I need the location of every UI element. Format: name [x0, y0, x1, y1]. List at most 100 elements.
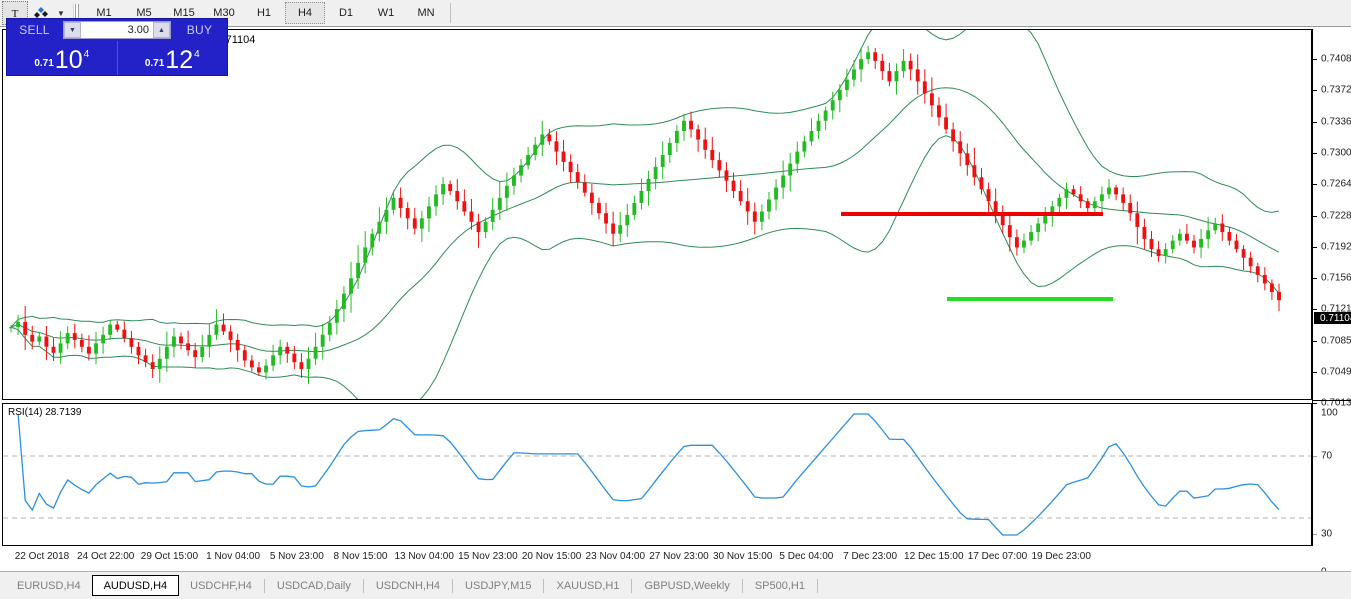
price-chart-pane[interactable]: AUDUSD,H4 0.71137 0.71162 0.70863 0.7110…	[2, 29, 1312, 400]
candle-series	[9, 45, 1281, 385]
rsi-axis-label: 70	[1321, 450, 1333, 462]
candle-body	[689, 120, 693, 130]
chart-tab-usdchf[interactable]: USDCHF,H4	[190, 579, 252, 592]
chart-tab-usdcad[interactable]: USDCAD,Daily	[276, 579, 351, 592]
candle-body	[271, 355, 276, 366]
candle-body	[94, 343, 98, 354]
time-axis-label: 17 Dec 07:00	[967, 551, 1028, 562]
tab-separator	[452, 578, 454, 593]
candle-body	[795, 151, 800, 164]
candle-body	[221, 324, 226, 332]
one-click-trading-panel[interactable]: SELL ▼ 3.00 ▲ BUY 0.71 10 4 0.71 12 4	[6, 18, 228, 76]
candle-body	[86, 346, 91, 354]
candle-body	[108, 324, 113, 335]
candle-body	[908, 60, 913, 70]
timeframe-m30[interactable]: M30	[213, 7, 235, 19]
chart-tab-sp500[interactable]: SP500,H1	[754, 579, 805, 592]
tab-separator	[543, 578, 545, 593]
candle-body	[1121, 194, 1126, 203]
buy-price-pips: 12	[165, 46, 194, 74]
timeframe-m1[interactable]: M1	[96, 7, 112, 19]
buy-button[interactable]: BUY	[186, 23, 213, 37]
timeframe-w1[interactable]: W1	[377, 7, 395, 19]
buy-price-quote[interactable]: 0.71 12 4	[116, 41, 228, 75]
tab-separator	[816, 578, 818, 593]
candle-body	[504, 185, 509, 198]
sell-price-quote[interactable]: 0.71 10 4	[7, 41, 117, 75]
toolbar-grip[interactable]	[73, 4, 79, 22]
time-axis-label: 15 Nov 23:00	[458, 551, 518, 562]
candle-body	[767, 199, 771, 212]
candle-body	[667, 143, 672, 155]
candle-body	[1135, 213, 1140, 227]
candle-body	[398, 197, 403, 209]
candle-body	[1269, 283, 1274, 292]
volume-input[interactable]: 3.00	[81, 22, 153, 38]
volume-decrement-button[interactable]: ▼	[64, 22, 81, 38]
timeframe-mn[interactable]: MN	[417, 7, 435, 19]
candle-body	[618, 225, 623, 234]
rsi-axis-label: 100	[1321, 407, 1338, 419]
timeframe-h1[interactable]: H1	[256, 7, 272, 19]
candle-body	[150, 362, 155, 370]
candle-body	[986, 189, 991, 202]
candle-body	[171, 336, 176, 347]
candle-body	[72, 333, 77, 340]
candle-body	[554, 141, 559, 152]
candle-body	[901, 60, 906, 72]
timeframe-d1[interactable]: D1	[338, 7, 354, 19]
candle-body	[682, 120, 686, 132]
candle-body	[710, 149, 715, 161]
time-axis: 22 Oct 2018 24 Oct 22:00 29 Oct 15:00 1 Nov…	[2, 548, 1312, 570]
candle-body	[405, 208, 410, 219]
candle-body	[490, 209, 495, 222]
candle-body	[363, 247, 368, 263]
candle-body	[561, 151, 566, 162]
price-axis-tick	[1313, 152, 1317, 154]
candle-body	[512, 175, 516, 186]
price-axis-tick	[1313, 278, 1317, 280]
volume-increment-button[interactable]: ▲	[153, 22, 170, 38]
price-axis-tick	[1313, 59, 1317, 60]
indicators-icon[interactable]	[30, 2, 54, 24]
candle-body	[434, 194, 438, 207]
chart-tab-usdjpy[interactable]: USDJPY,M15	[465, 579, 532, 592]
candle-body	[334, 309, 339, 323]
rsi-pane[interactable]: RSI(14) 28.7139	[2, 403, 1312, 546]
time-axis-label: 5 Dec 04:00	[779, 551, 834, 562]
candle-body	[129, 338, 134, 347]
chart-tab-usdcnh[interactable]: USDCNH,H4	[375, 579, 441, 592]
candle-body	[519, 165, 523, 176]
candle-body	[342, 293, 346, 310]
candle-body	[625, 214, 630, 226]
candle-body	[788, 163, 793, 176]
candle-body	[1248, 257, 1253, 267]
timeframe-m5[interactable]: M5	[136, 7, 152, 19]
time-axis-label: 30 Nov 15:00	[712, 551, 773, 562]
chart-tab-audusd[interactable]: AUDUSD,H4	[91, 575, 180, 596]
candle-body	[759, 211, 764, 222]
chevron-down-icon[interactable]: ▼	[57, 8, 65, 18]
time-axis-label: 8 Nov 15:00	[333, 551, 388, 562]
sell-button[interactable]: SELL	[19, 23, 50, 37]
volume-stepper[interactable]: ▼ 3.00 ▲	[63, 21, 171, 39]
candle-body	[589, 192, 594, 203]
candle-body	[611, 223, 616, 234]
candle-body	[568, 161, 573, 173]
chart-tab-eurusd[interactable]: EURUSD,H4	[17, 579, 81, 592]
sell-price-pips: 10	[54, 46, 83, 74]
candle-body	[951, 129, 956, 142]
candle-body	[448, 184, 453, 191]
timeframe-m15[interactable]: M15	[173, 7, 195, 19]
chart-tab-gbpusd[interactable]: GBPUSD,Weekly	[644, 579, 730, 592]
timeframe-h4[interactable]: H4	[285, 2, 325, 24]
rsi-chart	[3, 413, 1311, 536]
candle-body	[632, 202, 637, 215]
axis-divider	[1313, 400, 1351, 401]
candle-body	[356, 262, 361, 279]
chart-tab-xauusd[interactable]: XAUUSD,H1	[556, 579, 620, 592]
